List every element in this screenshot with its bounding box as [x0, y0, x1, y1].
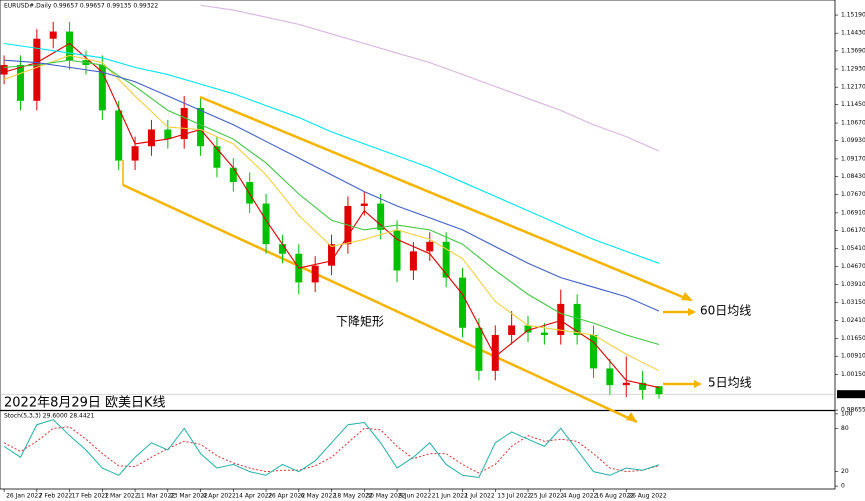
y-tick-label: 1.00150 [841, 371, 865, 378]
y-tick-label: 1.07670 [841, 191, 865, 198]
moving-average [4, 59, 660, 346]
x-tick-label: 17 Feb 2022 [72, 493, 110, 500]
x-tick-label: 25 Jul 2022 [530, 493, 564, 500]
moving-average [3, 54, 660, 372]
y-tick-label: 1.04670 [841, 263, 865, 270]
channel-lower [122, 183, 638, 424]
y-tick-label: 0.98655 [841, 407, 865, 414]
x-tick-label: 1 Mar 2022 [104, 493, 138, 500]
x-tick-label: 26 Aug 2022 [628, 493, 667, 500]
current-price-box [837, 390, 865, 399]
x-tick-label: 9 Jun 2022 [399, 493, 431, 500]
y-tick-label: 1.10670 [841, 120, 865, 127]
y-tick-label: 1.09930 [841, 137, 865, 144]
x-tick-label: 16 Aug 2022 [596, 493, 635, 500]
plot-frame [0, 0, 836, 490]
x-tick-label: 13 Jul 2022 [497, 493, 531, 500]
y-tick-label: 1.15190 [841, 12, 865, 19]
y-tick-label: 0 [841, 483, 845, 490]
moving-average [4, 59, 660, 312]
x-tick-label: 7 Feb 2022 [39, 493, 73, 500]
x-tick-label: 21 Jun 2022 [432, 493, 468, 500]
x-tick-label: 4 Aug 2022 [563, 493, 598, 500]
y-tick-label: 1.08430 [841, 173, 865, 180]
stoch-header: Stoch(5,3,3) 29.6000 28.4421 [4, 413, 95, 420]
x-tick-label: 11 Mar 2022 [137, 493, 175, 500]
y-tick-label: 80 [841, 425, 849, 432]
y-tick-label: 1.03910 [841, 281, 865, 288]
x-tick-label: 26 Apr 2022 [268, 493, 305, 500]
stoch-line [3, 419, 660, 478]
y-tick-label: 1.01650 [841, 335, 865, 342]
annotation: 60日均线 [700, 304, 751, 318]
annotation: 下降矩形 [336, 315, 384, 329]
y-tick-label: 100 [841, 410, 853, 417]
x-tick-label: 30 May 2022 [366, 493, 405, 500]
x-tick-label: 14 Apr 2022 [235, 493, 272, 500]
y-tick-label: 1.13690 [841, 47, 865, 54]
y-tick-label: 1.11450 [841, 101, 865, 108]
y-tick-label: 1.14430 [841, 30, 865, 37]
y-tick-label: 1.03150 [841, 299, 865, 306]
x-tick-label: 18 May 2022 [334, 493, 373, 500]
moving-average [3, 42, 660, 389]
y-tick-label: 1.00910 [841, 353, 865, 360]
chart-header: EURUSD#,Daily 0.99657 0.99657 0.99135 0.… [4, 3, 158, 10]
arrow-head [626, 412, 637, 422]
stoch-line [3, 426, 660, 474]
y-tick-label: 20 [841, 468, 849, 475]
y-tick-label: 1.06170 [841, 227, 865, 234]
y-tick-label: 1.12930 [841, 66, 865, 73]
arrow-head [688, 308, 696, 316]
y-tick-label: 1.05410 [841, 245, 865, 252]
annotation: 5日均线 [708, 376, 752, 390]
x-tick-label: 4 Apr 2022 [203, 493, 236, 500]
arrow-head [694, 380, 702, 388]
y-tick-label: 1.06910 [841, 209, 865, 216]
y-tick-label: 1.09170 [841, 155, 865, 162]
channel-upper [199, 95, 691, 302]
moving-average [4, 42, 660, 264]
x-tick-label: 26 Jan 2022 [6, 493, 42, 500]
annotation: 2022年8月29日 欧美日K线 [4, 396, 166, 411]
y-tick-label: 1.12170 [841, 84, 865, 91]
x-tick-label: 23 Mar 2022 [170, 493, 208, 500]
x-tick-label: 1 Jul 2022 [465, 493, 495, 500]
moving-average [200, 4, 660, 152]
arrow-head [681, 292, 693, 301]
x-tick-label: 6 May 2022 [301, 493, 336, 500]
y-tick-label: 1.02410 [841, 317, 865, 324]
